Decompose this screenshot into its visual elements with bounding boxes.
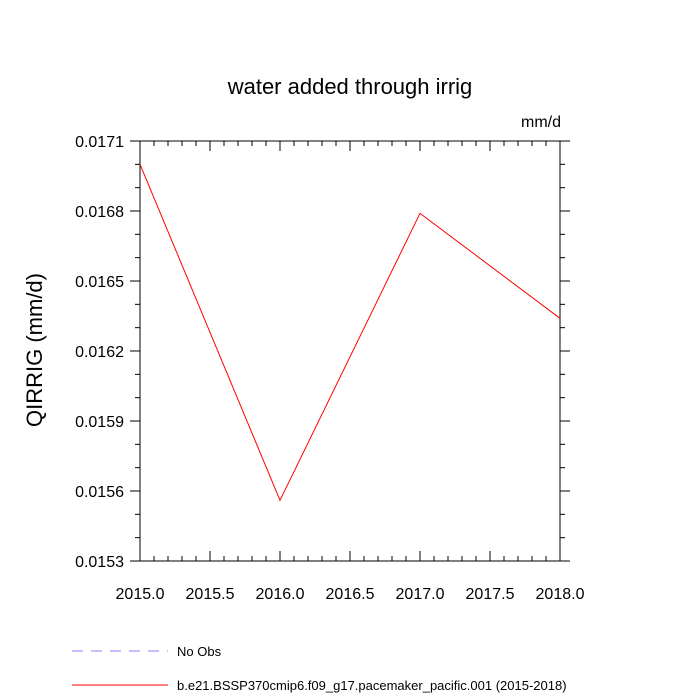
y-tick-label: 0.0168 (75, 204, 124, 221)
x-tick-label: 2016.5 (326, 586, 375, 603)
y-tick-label: 0.0165 (75, 274, 124, 291)
x-tick-label: 2017.0 (396, 586, 445, 603)
y-tick-label: 0.0156 (75, 484, 124, 501)
units-label: mm/d (521, 114, 561, 131)
y-tick-labels: 0.0153 0.0156 0.0159 0.0162 0.0165 0.0168 0.01… (75, 134, 124, 571)
series-line (139, 164, 561, 502)
y-tick-label: 0.0153 (75, 554, 124, 571)
chart-title: water added through irrig (227, 74, 473, 99)
x-tick-label: 2018.0 (536, 586, 585, 603)
plot-frame (139, 140, 561, 562)
x-tick-label: 2017.5 (466, 586, 515, 603)
legend-label: No Obs (177, 644, 222, 659)
x-tick-label: 2016.0 (256, 586, 305, 603)
legend: No Obs b.e21.BSSP370cmip6.f09_g17.pacemak… (72, 644, 567, 693)
x-tick-label: 2015.5 (186, 586, 235, 603)
plot-area (130, 140, 570, 562)
y-tick-label: 0.0162 (75, 344, 124, 361)
x-tick-label: 2015.0 (116, 586, 165, 603)
legend-label: b.e21.BSSP370cmip6.f09_g17.pacemaker_pac… (177, 678, 567, 693)
series-layer (139, 164, 561, 502)
y-tick-label: 0.0171 (75, 134, 124, 151)
x-tick-labels: 2015.0 2015.5 2016.0 2016.5 2017.0 2017.5 2018… (116, 586, 585, 603)
y-tick-label: 0.0159 (75, 414, 124, 431)
y-axis-label: QIRRIG (mm/d) (22, 273, 47, 427)
